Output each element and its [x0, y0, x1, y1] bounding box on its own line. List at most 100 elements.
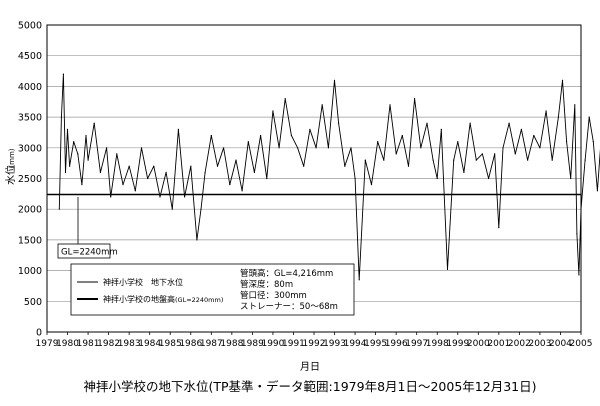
water-level-point	[358, 279, 360, 281]
water-level-point	[223, 147, 225, 149]
x-tick-1992: 1992	[303, 339, 326, 349]
water-level-point	[488, 177, 490, 180]
water-level-point	[309, 128, 311, 130]
water-level-point	[457, 141, 459, 143]
water-level-point	[140, 147, 143, 149]
water-level-point	[584, 159, 586, 161]
water-level-point	[407, 165, 410, 167]
water-level-point	[64, 171, 67, 173]
x-tick-2001: 2001	[487, 339, 510, 349]
water-level-point	[446, 268, 449, 270]
y-tick-1000: 1000	[18, 266, 42, 277]
water-level-point	[420, 147, 422, 149]
x-tick-1998: 1998	[426, 339, 449, 349]
y-tick-500: 500	[24, 297, 42, 308]
x-tick-1981: 1981	[77, 339, 100, 349]
info-pipe-depth: 管深度：80m	[240, 279, 293, 290]
y-tick-2500: 2500	[18, 174, 42, 185]
x-tick-1995: 1995	[364, 339, 387, 349]
water-level-point	[453, 159, 455, 161]
water-level-point	[475, 159, 477, 161]
water-level-point	[592, 141, 594, 143]
x-tick-1990: 1990	[261, 339, 284, 349]
water-level-point	[62, 73, 64, 75]
water-level-point	[498, 227, 500, 229]
water-level-point	[204, 171, 206, 173]
water-level-point	[432, 159, 434, 161]
water-level-point	[377, 141, 379, 143]
water-level-point	[184, 196, 186, 198]
water-level-point	[574, 104, 576, 106]
water-level-point	[58, 208, 60, 210]
series-layer	[47, 73, 600, 281]
water-level-point	[481, 153, 483, 155]
x-tick-1983: 1983	[118, 339, 141, 349]
water-level-point	[469, 122, 471, 124]
y-axis-title: 水位	[4, 165, 17, 185]
x-tick-1994: 1994	[344, 339, 367, 349]
water-level-point	[210, 134, 212, 137]
info-strainer-depth: ストレーナー：50～68m	[240, 302, 338, 312]
water-level-point	[576, 233, 578, 235]
x-tick-2003: 2003	[528, 339, 551, 349]
y-axis-label: 水位 (mm)	[4, 148, 17, 185]
x-tick-1993: 1993	[323, 339, 346, 349]
water-level-point	[216, 165, 219, 167]
water-level-point	[508, 122, 510, 124]
y-tick-4500: 4500	[18, 51, 42, 62]
water-level-point	[260, 134, 262, 137]
water-level-point	[66, 128, 69, 130]
water-level-point	[333, 79, 336, 81]
water-level-point	[278, 147, 280, 149]
x-tick-2000: 2000	[467, 339, 490, 349]
plot-frame	[46, 24, 582, 333]
water-level-point	[93, 122, 95, 124]
water-level-point	[153, 165, 155, 167]
x-axis-title: 月日	[300, 361, 320, 373]
water-level-point	[315, 147, 317, 149]
water-level-point	[235, 159, 237, 161]
water-level-point	[99, 171, 101, 173]
x-tick-1984: 1984	[138, 339, 161, 349]
y-axis-unit: (mm)	[8, 148, 16, 167]
water-level-point	[344, 165, 346, 167]
y-tick-5000: 5000	[18, 21, 42, 32]
x-tick-1999: 1999	[446, 339, 469, 349]
water-level-point	[290, 134, 292, 137]
y-tick-4000: 4000	[18, 82, 42, 93]
y-tick-3500: 3500	[18, 113, 42, 124]
chart-caption: 神拝小学校の地下水位(TP基準・データ範囲:1979年8月1日～2005年12月…	[84, 379, 537, 394]
x-tick-1996: 1996	[385, 339, 408, 349]
gl-label-box	[57, 243, 111, 259]
water-level-point	[350, 147, 352, 149]
water-level-point	[354, 177, 356, 180]
water-level-point	[436, 177, 438, 180]
x-tick-2002: 2002	[508, 339, 531, 349]
water-level-point	[414, 98, 416, 100]
water-level-point	[401, 134, 403, 137]
water-level-point	[159, 196, 161, 198]
y-tick-0: 0	[36, 328, 42, 339]
x-tick-1991: 1991	[282, 339, 305, 349]
legend-label-ground-level: 神拝小学校の地盤高(GL=2240mm)	[103, 294, 223, 304]
water-level-point	[128, 165, 130, 167]
y-tick-1500: 1500	[18, 235, 42, 246]
x-tick-1979: 1979	[36, 339, 59, 349]
water-level-point	[533, 134, 535, 137]
water-level-point	[147, 177, 149, 180]
gl-annotation: GL=2240mm	[57, 197, 118, 259]
water-level-point	[284, 98, 286, 100]
water-level-point	[570, 177, 572, 180]
water-level-point	[557, 116, 560, 118]
gl-label: GL=2240mm	[61, 248, 118, 258]
water-level-point	[321, 104, 323, 106]
water-level-point	[266, 177, 268, 180]
water-level-point	[200, 208, 202, 210]
water-level-point	[440, 128, 442, 130]
water-level-point	[229, 184, 231, 186]
water-level-point	[190, 165, 192, 167]
water-level-point	[588, 116, 590, 118]
water-level-point	[247, 141, 249, 143]
x-tick-1986: 1986	[179, 339, 202, 349]
water-level-point	[241, 190, 243, 192]
